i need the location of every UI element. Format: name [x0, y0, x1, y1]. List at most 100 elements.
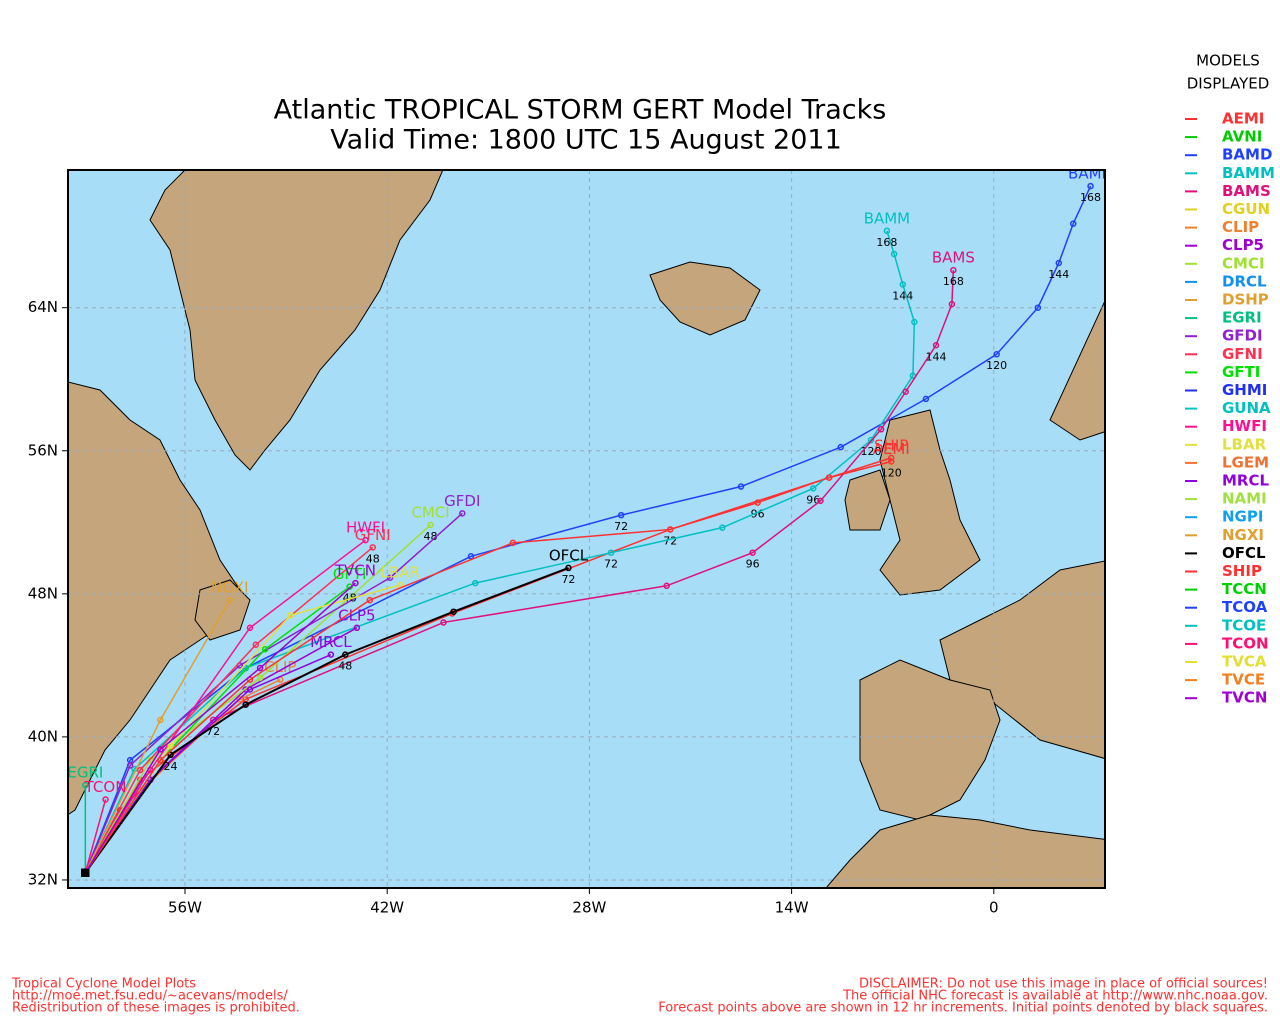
legend-label: GFNI	[1222, 345, 1263, 363]
forecast-point	[427, 521, 434, 529]
hour-label: 144	[926, 350, 947, 363]
track-label: TCON	[84, 778, 127, 796]
forecast-point	[256, 664, 264, 672]
track-label: CLIP	[264, 658, 296, 676]
legend-label: DSHP	[1222, 291, 1269, 309]
track-line	[84, 457, 892, 874]
legend-label: LBAR	[1222, 435, 1267, 453]
forecast-point	[440, 619, 447, 626]
track-line	[84, 599, 231, 874]
y-tick-label: 40N	[28, 727, 58, 745]
track-label: EGRI	[67, 764, 103, 782]
track-label: CMCI	[411, 503, 449, 521]
track-label: MRCL	[310, 633, 352, 651]
forecast-point	[950, 266, 957, 274]
forecast-point	[890, 250, 898, 258]
track-label: OFCL	[549, 546, 589, 564]
track-label: BAMM	[864, 209, 910, 227]
track-label: GFDI	[444, 492, 480, 510]
initial-point	[81, 868, 90, 877]
legend-label: TCOE	[1222, 616, 1266, 634]
track-line	[84, 566, 569, 874]
footer-right: DISCLAIMER: Do not use this image in pla…	[859, 977, 1268, 992]
forecast-point	[922, 395, 930, 403]
legend-label: NGXI	[1222, 526, 1264, 544]
forecast-point	[327, 651, 335, 658]
forecast-point	[663, 582, 670, 590]
hour-label: 72	[663, 534, 677, 547]
track-label: CLP5	[338, 606, 375, 624]
y-tick-label: 64N	[28, 298, 58, 316]
tracks: 7296120AEMI72120144168BAMD7296120144168B…	[67, 170, 1105, 877]
forecast-point	[352, 579, 359, 587]
forecast-point	[667, 526, 674, 533]
forecast-point	[342, 651, 349, 658]
footer-right: The official NHC forecast is available a…	[842, 989, 1268, 1004]
forecast-point	[450, 608, 457, 615]
forecast-point	[737, 483, 745, 490]
legend-label: DRCL	[1222, 272, 1267, 290]
hour-label: 72	[561, 573, 575, 586]
legend-label: TCOA	[1222, 598, 1268, 616]
legend-label: CLP5	[1222, 236, 1264, 254]
forecast-point	[353, 624, 361, 632]
forecast-point	[993, 350, 1000, 358]
track-label: AEMI	[873, 440, 910, 458]
forecast-point	[1034, 304, 1042, 311]
forecast-point	[102, 796, 109, 803]
track-line	[84, 539, 366, 874]
x-tick-label: 14W	[775, 899, 809, 917]
forecast-point	[136, 766, 144, 774]
forecast-point	[369, 544, 376, 551]
land	[68, 170, 1105, 888]
forecast-point	[837, 443, 844, 451]
legend-label: NAMI	[1222, 490, 1267, 508]
forecast-point	[226, 596, 234, 604]
legend-label: BAMS	[1222, 182, 1271, 200]
legend-label: MRCL	[1222, 472, 1269, 490]
forecast-point	[509, 539, 517, 547]
legend-label: TCCN	[1222, 580, 1267, 598]
forecast-point	[236, 696, 244, 703]
forecast-point	[887, 454, 895, 462]
forecast-point	[911, 318, 918, 326]
track-label: NGXI	[211, 579, 249, 597]
forecast-point	[459, 510, 466, 517]
track-label: GFTI	[333, 565, 367, 583]
legend-label: CLIP	[1222, 218, 1259, 236]
forecast-point	[1087, 182, 1094, 190]
forecast-point	[883, 227, 891, 235]
forecast-point	[902, 388, 909, 395]
forecast-point	[467, 553, 475, 560]
legend-label: SHIP	[1222, 562, 1262, 580]
forecast-point	[899, 281, 907, 288]
hour-label: 48	[338, 660, 352, 673]
hour-label: 48	[424, 530, 438, 543]
legend-label: AVNI	[1222, 128, 1262, 146]
legend-label: TVCN	[1222, 689, 1267, 707]
forecast-point	[386, 574, 394, 581]
forecast-point	[167, 751, 174, 759]
track-line	[84, 512, 463, 874]
forecast-point	[157, 746, 164, 753]
forecast-point	[867, 436, 875, 444]
forecast-point	[252, 641, 260, 649]
forecast-point	[617, 511, 625, 519]
forecast-point	[82, 781, 89, 789]
grid	[68, 170, 1105, 888]
forecast-point	[246, 624, 254, 632]
forecast-point	[810, 485, 817, 492]
track-label: TVCN	[334, 562, 376, 580]
forecast-point	[246, 686, 254, 693]
legend-label: EGRI	[1222, 309, 1262, 327]
legend-label: TVCA	[1222, 653, 1267, 671]
legend-title: MODELS	[1196, 52, 1260, 70]
hour-label: 168	[943, 275, 964, 288]
forecast-point	[147, 756, 154, 764]
hour-label: 48	[366, 552, 380, 565]
forecast-point	[887, 458, 895, 465]
legend-label: CMCI	[1222, 254, 1265, 272]
legend-label: CGUN	[1222, 200, 1270, 218]
x-tick-label: 0	[989, 899, 999, 917]
